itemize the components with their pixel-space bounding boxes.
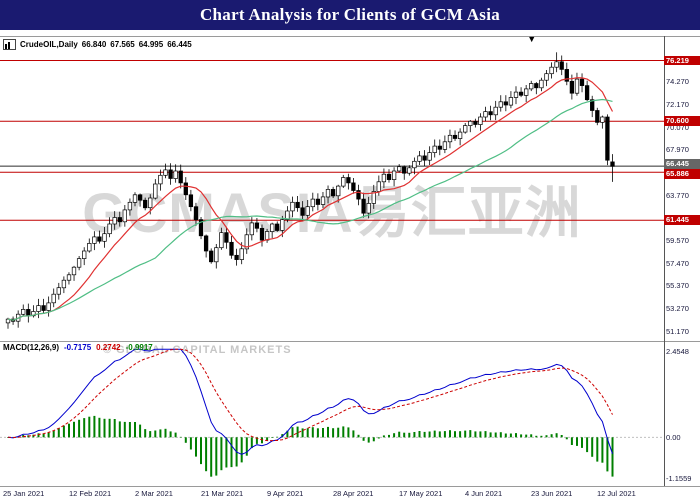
- macd-panel-separator: [0, 341, 700, 342]
- chart-legend: CrudeOIL,Daily 66.840 67.565 64.995 66.4…: [3, 39, 192, 50]
- price-chart-canvas[interactable]: [0, 36, 664, 341]
- axis-divider: [664, 36, 665, 486]
- macd-signal-value: 0.2742: [96, 343, 121, 352]
- title-bar: Chart Analysis for Clients of GCM Asia: [0, 0, 700, 30]
- panel-separator-top: [0, 36, 700, 37]
- macd-histogram-value: -0.9917: [125, 343, 153, 352]
- page-title: Chart Analysis for Clients of GCM Asia: [199, 5, 501, 24]
- date-axis[interactable]: [0, 486, 664, 500]
- date-axis-separator: [0, 486, 700, 487]
- ohlc-open-value: 66.840: [81, 40, 107, 49]
- macd-label: MACD(12,26,9): [3, 343, 60, 352]
- ohlc-close-value: 66.445: [167, 40, 192, 49]
- ohlc-high-value: 67.565: [110, 40, 135, 49]
- symbol-timeframe-label: CrudeOIL,Daily: [20, 40, 78, 49]
- macd-main-value: -0.7175: [64, 343, 92, 352]
- chart-icon: [3, 39, 16, 50]
- watermark-subtitle: © GLOBAL CAPITAL MARKETS: [103, 344, 292, 356]
- macd-legend: MACD(12,26,9) -0.7175 0.2742 -0.9917: [3, 343, 153, 352]
- macd-canvas[interactable]: [0, 341, 664, 486]
- ohlc-low-value: 64.995: [138, 40, 164, 49]
- price-axis[interactable]: [664, 36, 700, 341]
- macd-axis[interactable]: [664, 341, 700, 486]
